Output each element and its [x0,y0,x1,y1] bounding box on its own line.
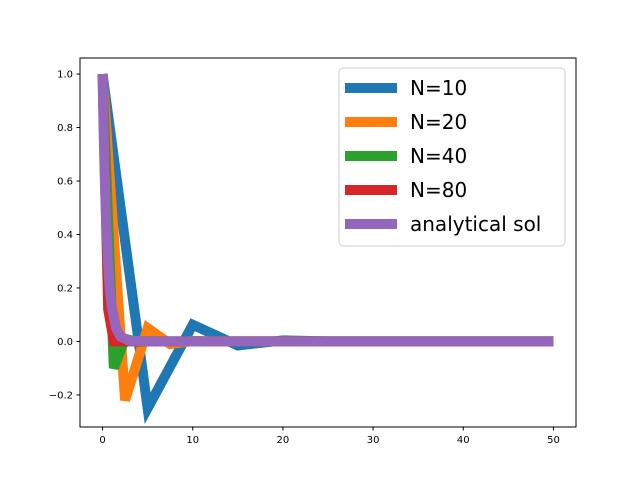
legend-label-3: N=40 [410,144,467,168]
x-tick-label: 40 [457,435,470,446]
legend-label-5: analytical sol [410,212,541,236]
legend-label-1: N=10 [410,76,467,100]
series-layer [97,73,554,425]
x-tick-label: 10 [186,435,199,446]
legend-label-4: N=80 [410,178,467,202]
legend: N=10 N=20 N=40 N=80 analytical sol [338,67,566,247]
legend-label-2: N=20 [410,110,467,134]
series-line-5 [97,73,554,347]
y-tick-label: 0.6 [57,177,73,188]
legend-box [338,67,566,247]
x-tick-label: 20 [277,435,290,446]
ticks-layer: 0 10 20 30 40 50 −0.2 0.0 0.2 0.4 0.6 0.8 1.0 [49,70,560,446]
x-tick-label: 50 [547,435,560,446]
x-tick-label: 0 [99,435,105,446]
y-tick-label: 1.0 [57,70,73,81]
y-tick-label: 0.0 [57,337,73,348]
y-tick-label: 0.2 [57,283,73,294]
axes-frame [79,57,577,428]
y-tick-label: 0.8 [57,123,73,134]
y-tick-label: −0.2 [49,390,73,401]
y-tick-label: 0.4 [57,230,73,241]
x-tick-label: 30 [367,435,380,446]
